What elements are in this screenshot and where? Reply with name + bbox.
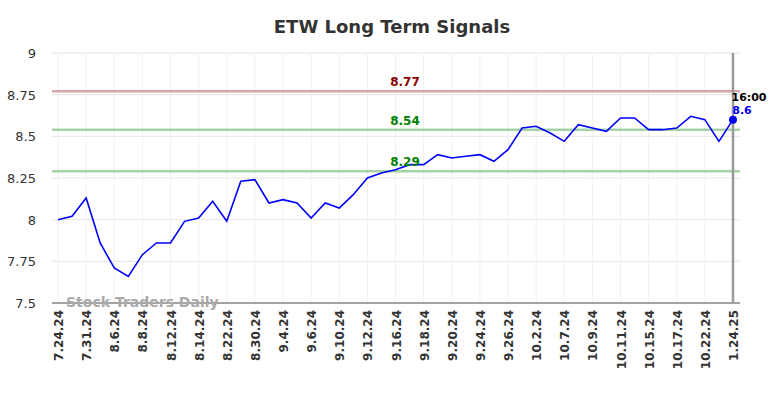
- level-label: 8.77: [390, 75, 420, 89]
- x-tick-label: 9.10.24: [333, 310, 347, 361]
- y-tick-label: 8: [28, 213, 36, 228]
- x-tick-label: 10.9.24: [586, 310, 600, 361]
- x-tick-label: 10.17.24: [671, 310, 685, 369]
- x-tick-label: 8.12.24: [165, 310, 179, 361]
- x-tick-label: 9.20.24: [446, 310, 460, 361]
- x-tick-label: 7.31.24: [80, 310, 94, 361]
- time-label: 16:00: [731, 91, 766, 104]
- level-label: 8.54: [390, 114, 420, 128]
- y-tick-label: 8.5: [15, 129, 36, 144]
- x-tick-label: 8.22.24: [221, 310, 235, 361]
- y-tick-label: 8.25: [7, 171, 36, 186]
- y-tick-label: 7.75: [7, 254, 36, 269]
- level-line: [52, 170, 740, 173]
- x-tick-label: 10.11.24: [615, 310, 629, 369]
- x-tick-label: 10.15.24: [643, 310, 657, 369]
- y-tick-label: 7.5: [15, 296, 36, 311]
- price-line: [58, 116, 733, 276]
- x-tick-label: 9.12.24: [361, 310, 375, 361]
- x-tick-label: 8.14.24: [193, 310, 207, 361]
- x-tick-label: 9.16.24: [390, 310, 404, 361]
- x-tick-label: 9.4.24: [277, 310, 291, 353]
- title: ETW Long Term Signals: [274, 16, 510, 37]
- plot-top: [52, 53, 740, 54]
- y-tick-label: 9: [28, 46, 36, 61]
- level-line: [52, 128, 740, 131]
- x-tick-label: 8.8.24: [136, 310, 150, 353]
- x-tick-label: 10.2.24: [530, 310, 544, 361]
- level-label: 8.29: [390, 155, 420, 169]
- chart: ETW Long Term Signals 7.5 7.75 8 8.25 8.5 8.75…: [0, 0, 784, 398]
- x-tick-label: 1.24.25: [727, 310, 741, 361]
- last-point: [729, 116, 737, 124]
- x-tick-label: 10.7.24: [558, 310, 572, 361]
- x-tick-label: 10.22.24: [699, 310, 713, 369]
- x-tick-label: 8.6.24: [108, 310, 122, 353]
- x-tick-label: 9.6.24: [305, 310, 319, 353]
- y-tick-label: 8.75: [7, 88, 36, 103]
- x-tick-label: 9.18.24: [418, 310, 432, 361]
- x-tick-label: 7.24.24: [52, 310, 66, 361]
- x-tick-label: 9.26.24: [502, 310, 516, 361]
- x-tick-label: 8.30.24: [249, 310, 263, 361]
- x-tick-label: 9.24.24: [474, 310, 488, 361]
- grid-line: [52, 53, 740, 54]
- plot-area: [52, 53, 740, 303]
- watermark: Stock Traders Daily: [66, 294, 219, 310]
- chart-root: ETW Long Term Signals 7.5 7.75 8 8.25 8.5 8.75…: [0, 0, 784, 398]
- level-line: [52, 90, 740, 93]
- last-value-label: 8.6: [732, 104, 752, 117]
